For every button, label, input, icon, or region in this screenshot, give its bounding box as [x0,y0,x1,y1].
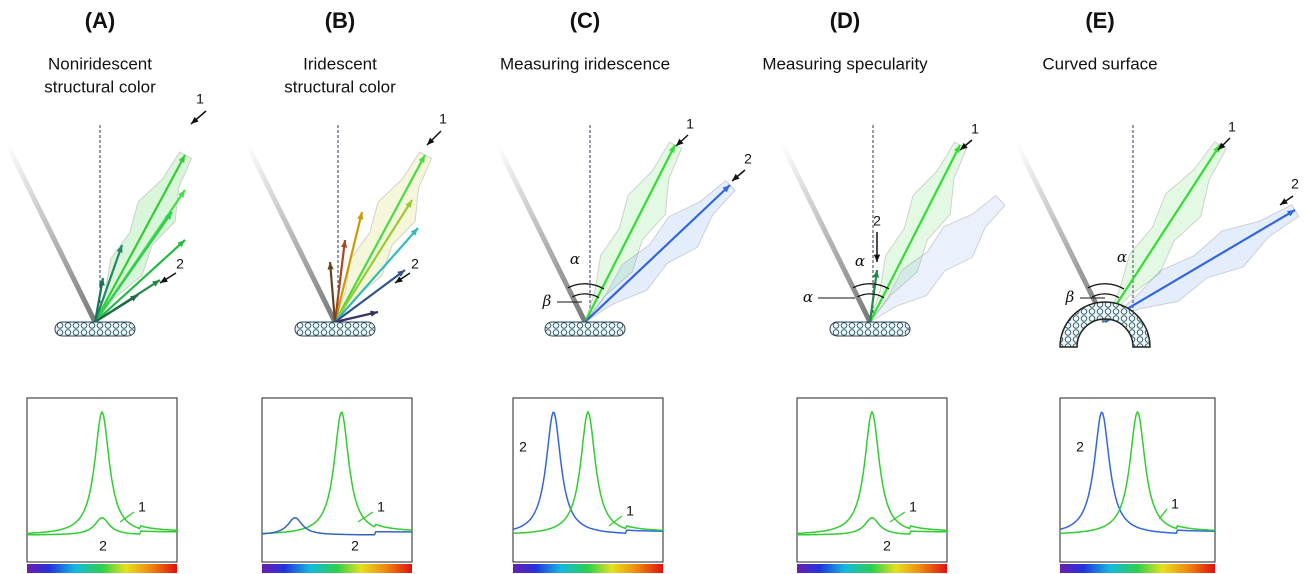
panel-label: (A) [85,8,116,33]
figure: (A) Noniridescent structural color 1 2 1 2 (B) I… [0,0,1309,574]
angle-label: α [803,288,813,306]
spectrum-bar [262,564,412,573]
panel-title: Curved surface [1042,54,1157,73]
panel-label: (B) [325,8,356,33]
incident-light [497,144,585,322]
plot-label: 1 [138,499,146,515]
spectrum-bar [1060,564,1215,573]
plot-label: 1 [1171,496,1179,512]
plot-label: 2 [351,538,359,554]
panel-label: (E) [1085,8,1114,33]
plot-label: 2 [883,538,891,554]
incident-light [247,144,335,322]
surface [295,322,375,336]
plot-box [262,398,412,562]
diagram-label: 2 [176,256,184,272]
diagram-label: 1 [971,121,979,137]
diagram-label: 1 [1228,119,1236,135]
diagram-label: 2 [873,213,881,229]
plot-label: 1 [377,499,385,515]
plot-label: 1 [909,499,917,515]
plot-box [513,398,663,562]
surface [545,322,625,336]
angle-arc [1092,294,1119,298]
plot-label: 2 [99,538,107,554]
plot-label: 2 [519,439,527,455]
panel-title: Iridescent [303,54,377,73]
angle-label: α [570,250,580,268]
diagram-label: 1 [439,111,447,127]
surface [55,322,135,336]
angle-label: β [1065,288,1075,306]
panel-label: (D) [830,8,861,33]
angle-arc [1088,284,1124,289]
panel-title: structural color [44,77,156,96]
incident-light [1017,144,1105,322]
panel-title: Noniridescent [48,54,152,73]
arrow-head [1280,198,1288,205]
spectrum-bar [797,564,947,573]
panel-label: (C) [570,8,601,33]
diagram-label: 2 [1291,176,1299,192]
angle-label: β [542,292,552,310]
plot-label: 1 [626,503,634,519]
spectrum-bar [27,564,177,573]
surface [830,322,910,336]
plot-label: 2 [1076,439,1084,455]
plot-box [1060,398,1215,562]
arrow-head [874,255,880,262]
diagram-label: 2 [744,151,752,167]
panel-title: structural color [284,77,396,96]
angle-label: α [855,252,865,270]
plot-box [797,398,947,562]
incident-light [782,144,870,322]
diagram-label: 1 [686,116,694,132]
arrow-shaft [95,155,185,322]
panel-title: Measuring specularity [762,54,928,73]
spectrum-bar [513,564,663,573]
arrow-head [160,276,168,283]
diagram-label: 1 [196,91,204,107]
diagram-label: 2 [411,256,419,272]
angle-label: α [1117,248,1127,266]
arrow-shaft [335,155,425,322]
panel-title: Measuring iridescence [500,54,670,73]
incident-light [7,144,95,322]
